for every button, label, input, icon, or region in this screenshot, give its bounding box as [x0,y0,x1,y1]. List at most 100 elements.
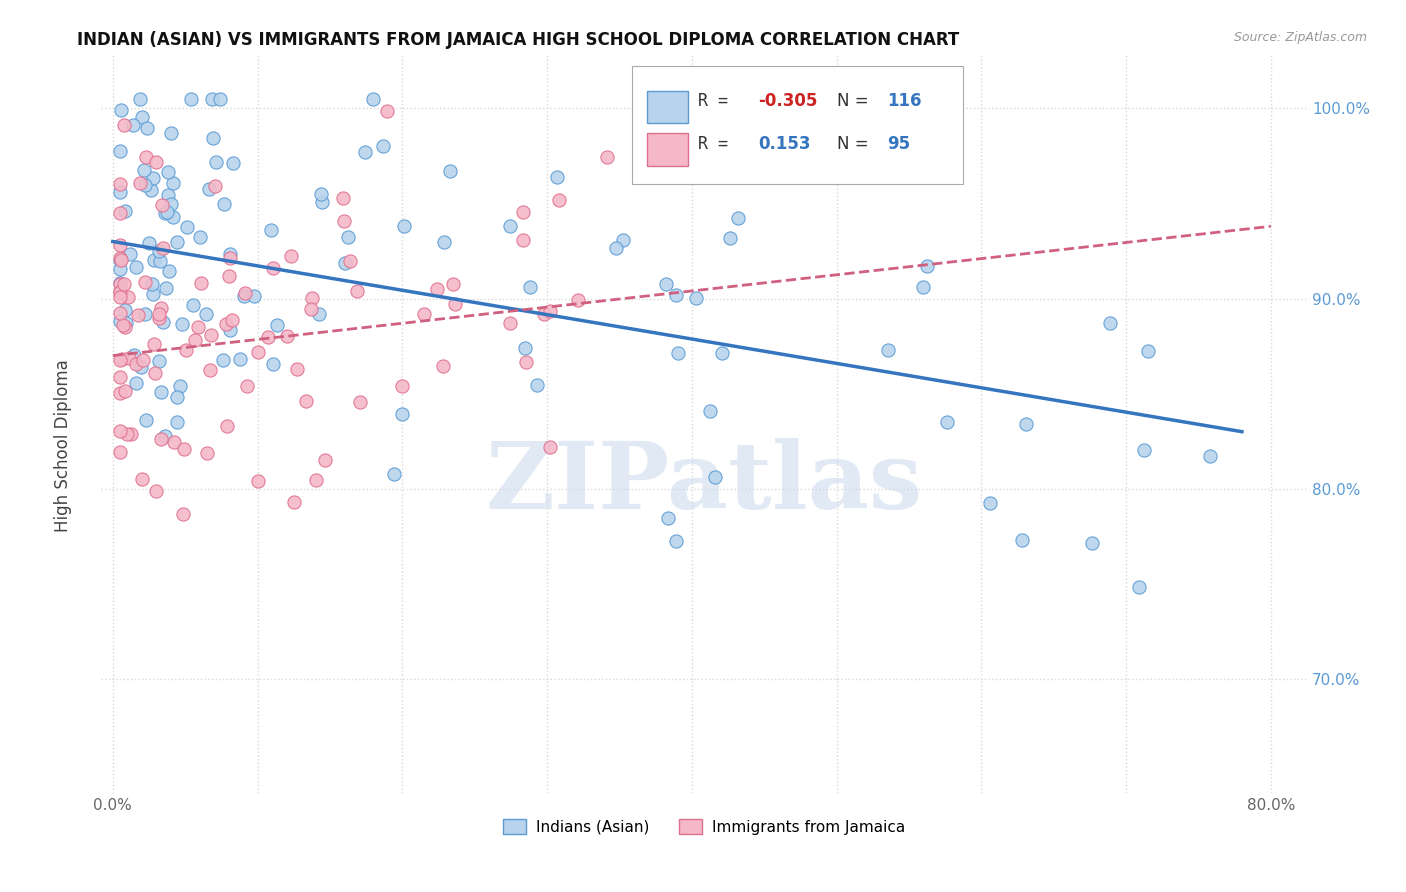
Point [148,244,170,259]
Point [155,281,177,295]
Point [353,145,375,160]
Point [219,251,242,265]
Point [108,424,131,438]
Point [200,92,222,106]
Point [665,533,688,548]
Point [280,249,302,263]
Point [1136,343,1159,358]
Point [229,351,252,366]
Point [309,187,332,202]
Text: High School Diploma: High School Diploma [55,359,72,533]
Point [391,379,413,393]
Point [266,318,288,333]
Point [112,318,135,332]
Point [143,253,166,268]
Point [655,277,678,291]
Point [141,277,163,292]
Point [915,259,938,273]
Point [392,219,415,234]
Point [187,319,209,334]
Point [166,415,188,429]
Point [538,304,561,318]
Point [122,348,145,362]
Point [132,352,155,367]
Point [174,343,197,358]
Point [108,277,131,291]
Point [546,169,568,184]
Text: INDIAN (ASIAN) VS IMMIGRANTS FROM JAMAICA HIGH SCHOOL DIPLOMA CORRELATION CHART: INDIAN (ASIAN) VS IMMIGRANTS FROM JAMAIC… [77,31,959,49]
Legend: Indians (Asian), Immigrants from Jamaica: Indians (Asian), Immigrants from Jamaica [498,813,911,840]
Point [108,306,131,320]
Point [209,92,232,106]
Point [301,291,323,305]
Point [127,308,149,322]
Point [299,301,322,316]
Point [108,261,131,276]
Point [145,483,167,498]
Point [314,453,336,467]
Point [110,252,132,267]
Point [108,285,131,300]
Point [439,164,461,178]
Point [149,253,172,268]
Point [134,307,156,321]
Point [156,205,179,219]
Point [108,386,131,401]
Point [332,213,354,227]
Point [336,230,359,244]
Point [262,260,284,275]
Point [173,442,195,456]
Point [114,316,136,330]
Point [139,183,162,197]
Point [110,290,132,304]
Point [162,176,184,190]
Point [172,508,194,522]
Point [243,289,266,303]
Point [212,353,235,368]
Text: R =: R = [699,92,728,110]
Point [533,306,555,320]
Point [235,378,257,392]
Point [413,307,436,321]
Point [159,126,181,140]
Point [169,378,191,392]
Point [108,186,131,200]
Point [150,198,173,212]
Point [711,345,734,359]
Text: 0.153: 0.153 [758,135,811,153]
Point [114,384,136,398]
Text: N =: N = [837,92,869,110]
Point [135,150,157,164]
Point [124,260,146,275]
Point [685,291,707,305]
Point [1011,533,1033,548]
Point [233,289,256,303]
Point [134,178,156,193]
Point [699,403,721,417]
Point [346,284,368,298]
Point [877,343,900,357]
Point [153,429,176,443]
Point [513,341,536,355]
Point [512,233,534,247]
Point [108,353,131,368]
Point [444,296,467,310]
Point [108,252,131,266]
Point [132,162,155,177]
Point [308,307,330,321]
Point [612,233,634,247]
Point [108,445,131,459]
Point [108,285,131,300]
Point [339,253,361,268]
Point [1128,580,1150,594]
Point [262,357,284,371]
Point [246,474,269,488]
Point [117,351,139,366]
Point [108,238,131,252]
Point [108,370,131,384]
Point [218,268,240,283]
Point [148,310,170,325]
Point [1099,317,1122,331]
Point [205,155,228,169]
Point [125,357,148,371]
